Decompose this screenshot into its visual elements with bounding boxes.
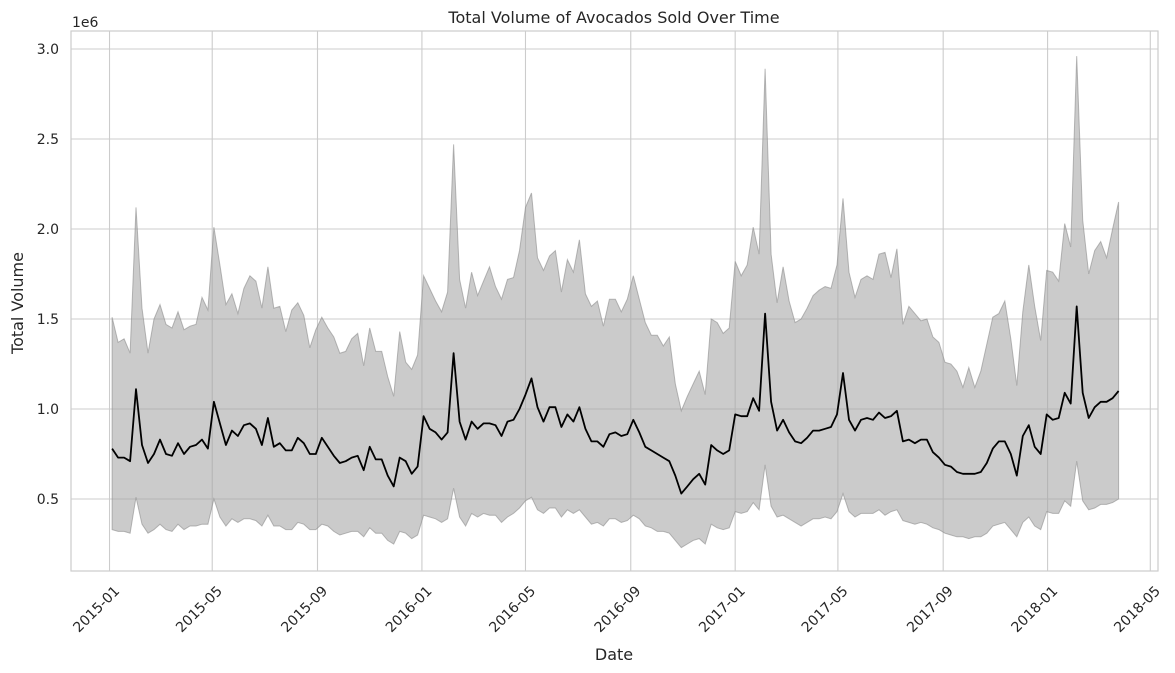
- x-tick-label-4: 2016-05: [486, 583, 539, 636]
- x-tick-label-9: 2018-01: [1009, 583, 1062, 636]
- plot-frame: [70, 30, 1159, 572]
- y-tick-label-4: 2.5: [37, 132, 59, 148]
- y-axis-ticks: 0.5 1.0 1.5 2.0 2.5 3.0: [37, 42, 59, 508]
- y-axis-offset-label: 1e6: [72, 15, 99, 31]
- x-axis-label: Date: [595, 645, 633, 664]
- y-tick-label-2: 1.5: [37, 312, 59, 328]
- x-axis-ticks: 2015-01 2015-05 2015-09 2016-01 2016-05 2016-…: [70, 583, 1163, 636]
- x-tick-label-6: 2017-01: [696, 583, 749, 636]
- x-tick-label-10: 2018-05: [1111, 583, 1164, 636]
- mean-volume-series: [111, 305, 1120, 495]
- x-tick-label-0: 2015-01: [70, 583, 123, 636]
- volume-range-band: [111, 56, 1120, 549]
- volume-range-area: [111, 56, 1120, 549]
- y-tick-label-1: 1.0: [37, 402, 59, 418]
- y-tick-label-0: 0.5: [37, 492, 59, 508]
- x-tick-label-2: 2015-09: [278, 583, 331, 636]
- x-tick-label-5: 2016-09: [592, 583, 645, 636]
- y-axis-label: Total Volume: [8, 252, 27, 355]
- chart-title: Total Volume of Avocados Sold Over Time: [447, 8, 779, 27]
- x-tick-label-1: 2015-05: [173, 583, 226, 636]
- x-tick-label-7: 2017-05: [799, 583, 852, 636]
- mean-volume-line: [111, 305, 1120, 495]
- x-tick-label-3: 2016-01: [383, 583, 436, 636]
- y-tick-label-5: 3.0: [37, 42, 59, 58]
- y-tick-label-3: 2.0: [37, 222, 59, 238]
- x-tick-label-8: 2017-09: [904, 583, 957, 636]
